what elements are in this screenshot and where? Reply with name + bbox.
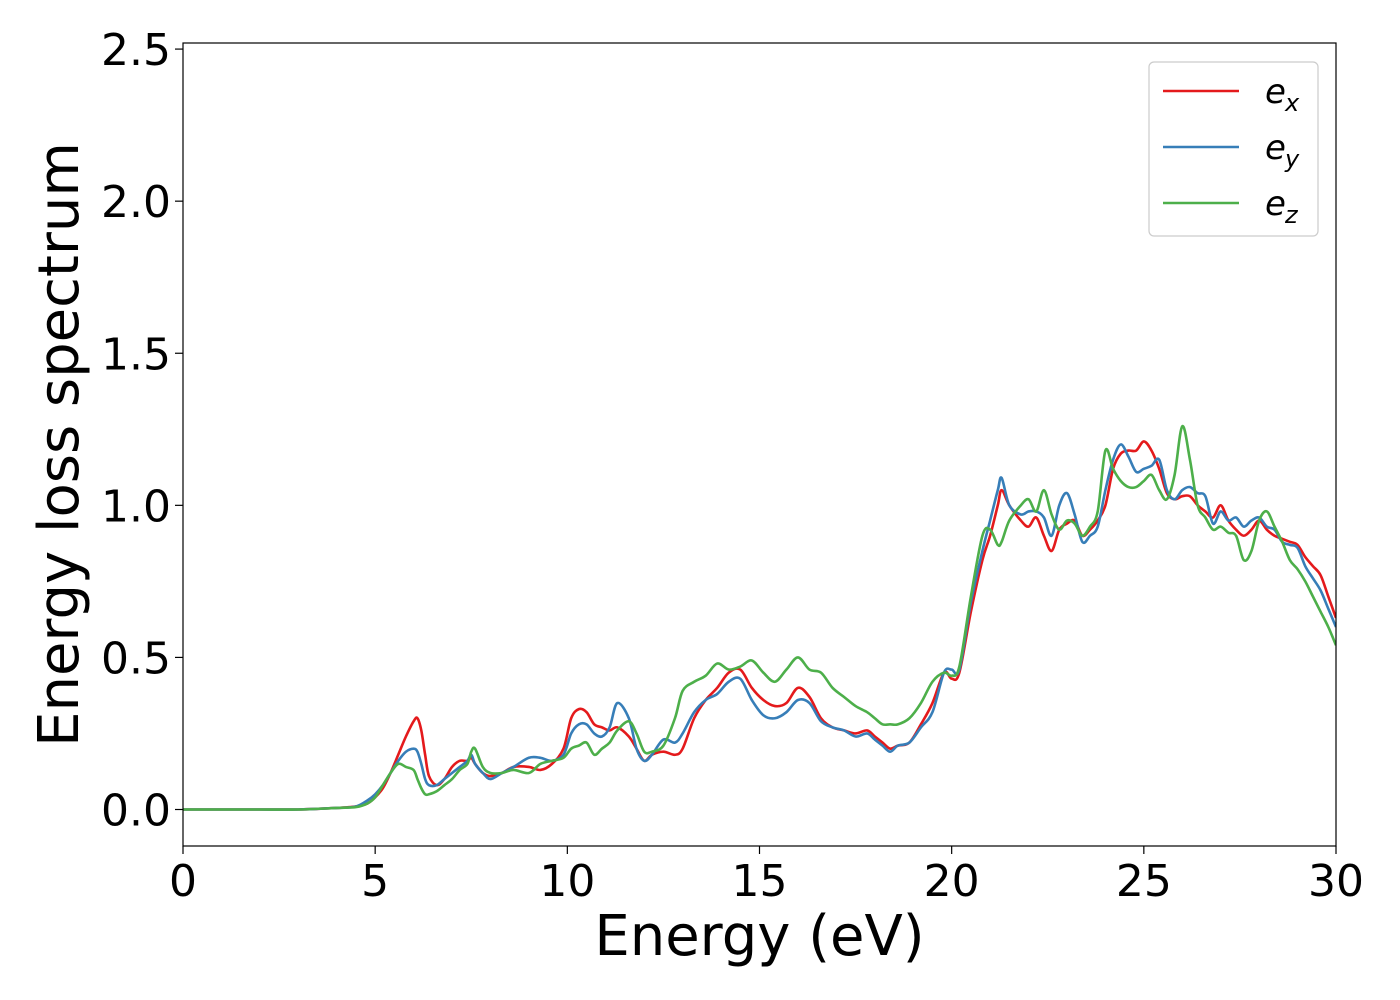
x-axis-ticks: 0 5 10 15 20 25 30	[169, 846, 1364, 907]
x-tick-label: 15	[732, 856, 788, 907]
legend-subscript-z: z	[1284, 201, 1299, 229]
legend: e xe ye z	[1148, 61, 1319, 237]
y-axis-label: Energy loss spectrum	[27, 142, 92, 747]
series-line-z	[183, 424, 1336, 811]
legend-subscript-y: y	[1284, 145, 1300, 173]
series-line-y	[183, 443, 1336, 811]
y-tick-label: 0.0	[101, 786, 171, 837]
legend-box	[1148, 61, 1319, 237]
legend-label-y: e	[1265, 128, 1286, 168]
y-tick-label: 2.5	[101, 25, 171, 76]
y-tick-label: 1.5	[101, 329, 171, 380]
x-tick-label: 0	[169, 856, 197, 907]
x-tick-label: 10	[539, 856, 595, 907]
legend-label-z: e	[1265, 184, 1286, 224]
legend-label-x: e	[1265, 72, 1286, 112]
x-axis-label: Energy (eV)	[594, 904, 924, 969]
series-layer	[183, 424, 1336, 811]
x-tick-label: 25	[1116, 856, 1172, 907]
y-tick-label: 1.0	[101, 481, 171, 532]
x-tick-label: 5	[361, 856, 389, 907]
y-tick-label: 0.5	[101, 633, 171, 684]
x-tick-label: 20	[924, 856, 980, 907]
y-axis-ticks: 0.0 0.5 1.0 1.5 2.0 2.5	[101, 25, 183, 837]
x-tick-label: 30	[1308, 856, 1364, 907]
legend-subscript-x: x	[1284, 89, 1300, 117]
y-tick-label: 2.0	[101, 177, 171, 228]
